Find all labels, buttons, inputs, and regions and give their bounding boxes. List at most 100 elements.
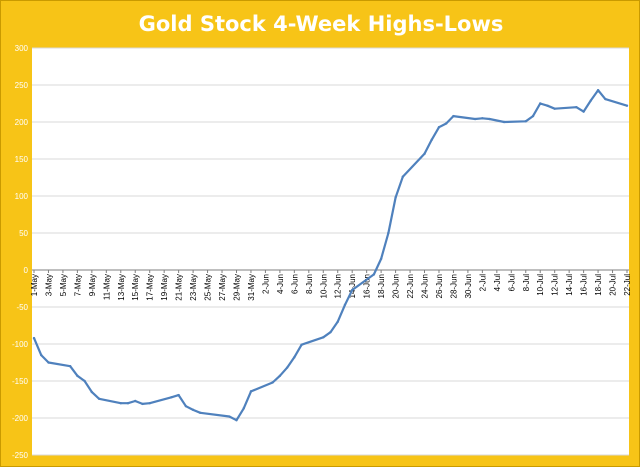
data-point xyxy=(199,411,202,415)
data-point xyxy=(387,231,390,235)
x-tick-label: 4-Jun xyxy=(276,274,285,294)
y-tick-label: -250 xyxy=(12,451,29,460)
gridlines xyxy=(32,47,629,456)
data-point xyxy=(553,107,556,110)
x-tick-label: 8-Jun xyxy=(305,274,314,294)
data-point xyxy=(394,196,397,199)
y-tick-label: 100 xyxy=(15,192,29,201)
data-point xyxy=(235,419,238,422)
data-point xyxy=(141,402,144,406)
x-tick-label: 12-Jun xyxy=(334,274,343,298)
data-point xyxy=(148,402,151,405)
x-tick-label: 16-Jul xyxy=(580,274,589,296)
x-tick-label: 28-Jun xyxy=(449,274,458,298)
x-tick-label: 30-Jun xyxy=(464,274,473,298)
data-point xyxy=(423,152,426,156)
data-point xyxy=(445,122,448,125)
data-point xyxy=(83,379,86,383)
data-point xyxy=(582,110,585,113)
data-point xyxy=(285,366,289,369)
y-tick-label: 150 xyxy=(15,155,29,164)
x-tick-label: 10-Jun xyxy=(319,274,328,298)
data-points xyxy=(32,88,629,422)
x-tick-label: 1-May xyxy=(30,274,39,296)
data-point xyxy=(502,120,506,124)
data-point xyxy=(170,396,173,399)
x-tick-label: 8-Jul xyxy=(522,274,531,292)
x-tick-label: 6-Jun xyxy=(290,274,299,294)
data-point xyxy=(343,303,347,306)
x-tick-label: 31-May xyxy=(247,274,256,301)
x-tick-label: 24-Jun xyxy=(421,274,430,298)
x-tick-label: 4-Jul xyxy=(493,274,502,292)
data-point xyxy=(336,320,339,323)
x-tick-label: 20-Jul xyxy=(609,274,618,296)
x-tick-label: 17-May xyxy=(146,274,155,301)
data-point xyxy=(184,404,188,408)
data-point xyxy=(473,117,477,121)
x-tick-label: 10-Jul xyxy=(536,274,545,296)
x-tick-label: 18-Jul xyxy=(594,274,603,296)
data-point xyxy=(546,104,549,107)
y-tick-label: -150 xyxy=(12,377,29,386)
x-tick-label: 11-May xyxy=(102,274,111,300)
x-tick-label: 21-May xyxy=(175,274,184,301)
x-tick-label: 2-Jul xyxy=(478,274,487,292)
data-point xyxy=(322,336,325,339)
data-point xyxy=(76,374,79,378)
y-tick-label: -200 xyxy=(12,414,29,423)
data-point xyxy=(625,104,629,107)
y-tick-label: -100 xyxy=(12,340,29,349)
data-point xyxy=(47,361,50,364)
data-point xyxy=(271,381,274,384)
data-point xyxy=(401,175,405,178)
y-tick-label: 300 xyxy=(15,44,29,53)
x-tick-label: 27-May xyxy=(218,274,227,301)
data-point xyxy=(350,288,354,292)
data-point xyxy=(430,138,433,141)
data-point xyxy=(488,117,491,121)
x-tick-label: 9-May xyxy=(88,274,97,296)
x-tick-label: 3-May xyxy=(44,274,53,296)
data-point xyxy=(531,114,535,118)
x-tick-label: 20-Jun xyxy=(392,274,401,298)
y-tick-label: 250 xyxy=(15,81,29,90)
data-point xyxy=(300,343,303,346)
data-point xyxy=(40,353,43,357)
data-point xyxy=(596,88,600,92)
data-point xyxy=(228,415,231,418)
data-point xyxy=(524,120,527,123)
data-point xyxy=(278,374,282,378)
x-tick-label: 29-May xyxy=(232,274,241,301)
x-tick-label: 14-Jun xyxy=(348,274,357,298)
y-axis-tick-labels: -250 -200 -150 -100 -50 0 50 100 150 200 250 300 xyxy=(12,44,29,460)
data-point xyxy=(191,408,195,412)
y-tick-label: 50 xyxy=(19,229,28,238)
data-point xyxy=(293,356,296,359)
y-tick-label: -50 xyxy=(16,303,28,312)
data-point xyxy=(242,407,245,410)
y-tick-label: 200 xyxy=(15,118,29,127)
x-tick-label: 13-May xyxy=(117,274,126,301)
x-tick-label: 19-May xyxy=(160,274,169,301)
x-axis-tick-labels: 1-May 3-May 5-May 7-May 9-May 11-May 13-May 15-… xyxy=(30,270,632,301)
data-point xyxy=(249,390,253,393)
x-tick-label: 7-May xyxy=(73,274,82,296)
data-point xyxy=(481,117,484,120)
data-point xyxy=(604,97,607,101)
x-tick-label: 14-Jul xyxy=(565,274,574,296)
data-point xyxy=(68,365,72,368)
x-tick-label: 16-Jun xyxy=(363,274,372,298)
x-tick-label: 26-Jun xyxy=(435,274,444,298)
data-point xyxy=(97,397,101,400)
data-point xyxy=(539,102,542,105)
x-tick-label: 2-Jun xyxy=(261,274,270,294)
x-tick-label: 22-Jun xyxy=(406,274,415,298)
x-tick-label: 5-May xyxy=(59,274,68,296)
data-point xyxy=(575,106,578,109)
data-point xyxy=(452,114,455,118)
data-point xyxy=(32,336,36,340)
data-point xyxy=(126,402,130,405)
x-tick-label: 6-Jul xyxy=(507,274,516,292)
x-tick-label: 18-Jun xyxy=(377,274,386,298)
